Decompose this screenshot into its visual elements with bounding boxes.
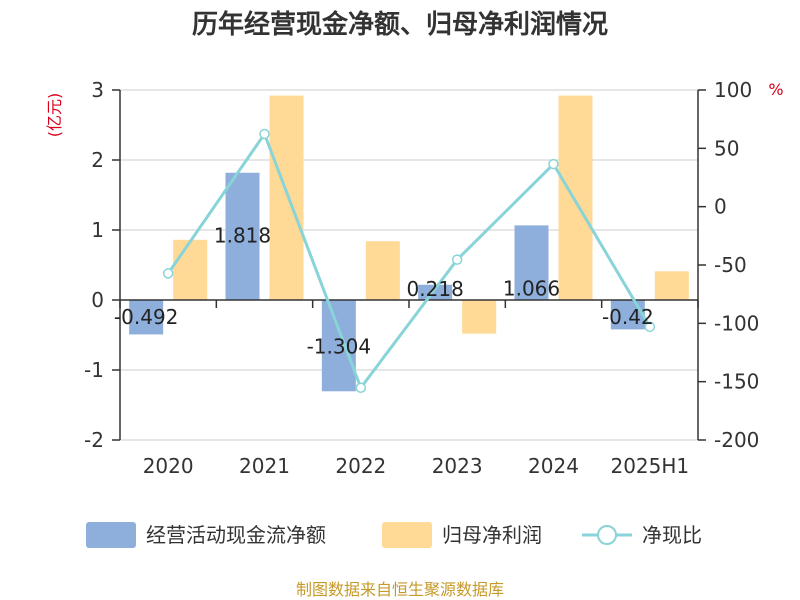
bar-profit-2025H1 xyxy=(654,271,689,300)
left-tick-label-1: 2 xyxy=(91,148,104,172)
legend-label-ratio: 净现比 xyxy=(642,523,702,547)
bar-cashflow-2023 xyxy=(418,284,453,300)
ratio-point-2024 xyxy=(548,158,559,170)
legend-swatch-cashflow xyxy=(86,522,136,548)
right-tick-label-3: -50 xyxy=(714,253,747,277)
ratio-point-2020 xyxy=(162,268,174,279)
right-tick-label-6: -200 xyxy=(714,428,759,452)
legend-label-profit: 归母净利润 xyxy=(442,523,542,547)
data-label-2020: -0.492 xyxy=(114,305,178,329)
right-tick-label-5: -150 xyxy=(714,370,759,394)
x-tick-label-2024: 2024 xyxy=(528,454,579,478)
right-tick-label-0: 100 xyxy=(714,78,752,102)
bar-marks xyxy=(129,95,689,392)
x-tick-label-2025H1: 2025H1 xyxy=(610,454,689,478)
data-label-2025H1: -0.42 xyxy=(602,305,654,329)
left-tick-label-2: 1 xyxy=(91,218,104,242)
ratio-point-2022 xyxy=(355,382,367,393)
ratio-point-2023 xyxy=(451,254,463,265)
bar-profit-2024 xyxy=(558,95,593,300)
left-tick-label-5: -2 xyxy=(84,428,104,452)
bar-profit-2021 xyxy=(269,95,304,300)
x-tick-label-2022: 2022 xyxy=(335,454,386,478)
legend: 经营活动现金流净额 归母净利润 净现比 xyxy=(86,522,702,548)
tick-labels: 3 2 1 0 -1 -2 100 50 0 -50 -100 -150 -200 2020 2021 202… xyxy=(84,78,759,478)
data-label-2022: -1.304 xyxy=(307,334,371,358)
bar-cashflow-2022 xyxy=(321,300,356,392)
grid-lines xyxy=(120,89,698,441)
left-tick-label-0: 3 xyxy=(91,78,104,102)
x-tick-label-2020: 2020 xyxy=(143,454,194,478)
data-label-2023: 0.218 xyxy=(407,277,464,301)
ratio-line xyxy=(162,128,656,393)
data-labels: -0.492 1.818 -1.304 0.218 1.066 -0.42 xyxy=(114,224,654,359)
ratio-line-path xyxy=(166,132,652,390)
right-tick-label-4: -100 xyxy=(714,311,759,335)
bar-cashflow-2024 xyxy=(514,225,549,300)
bar-cashflow-2020 xyxy=(129,300,164,335)
left-axis-unit: (亿元) xyxy=(45,93,64,138)
data-label-2021: 1.818 xyxy=(214,224,271,248)
data-label-2024: 1.066 xyxy=(503,276,560,300)
legend-marker-ratio xyxy=(597,525,617,545)
legend-label-cashflow: 经营活动现金流净额 xyxy=(146,523,326,547)
legend-swatch-profit xyxy=(382,522,432,548)
bar-cashflow-2025H1 xyxy=(610,300,645,330)
x-tick-label-2023: 2023 xyxy=(432,454,483,478)
left-tick-label-4: -1 xyxy=(84,358,104,382)
source-note: 制图数据来自恒生聚源数据库 xyxy=(296,580,504,599)
bar-profit-2023 xyxy=(462,300,497,334)
right-tick-label-1: 50 xyxy=(714,136,739,160)
left-tick-label-3: 0 xyxy=(91,288,104,312)
x-tick-label-2021: 2021 xyxy=(239,454,290,478)
chart-title: 历年经营现金净额、归母净利润情况 xyxy=(192,9,608,40)
axes xyxy=(112,89,706,441)
bar-cashflow-2021 xyxy=(225,172,260,300)
ratio-point-2025H1 xyxy=(644,321,656,333)
bar-profit-2020 xyxy=(173,239,208,300)
ratio-point-2021 xyxy=(259,128,270,140)
right-tick-label-2: 0 xyxy=(714,195,727,219)
bar-profit-2022 xyxy=(365,241,400,300)
right-axis-unit: % xyxy=(768,80,783,99)
